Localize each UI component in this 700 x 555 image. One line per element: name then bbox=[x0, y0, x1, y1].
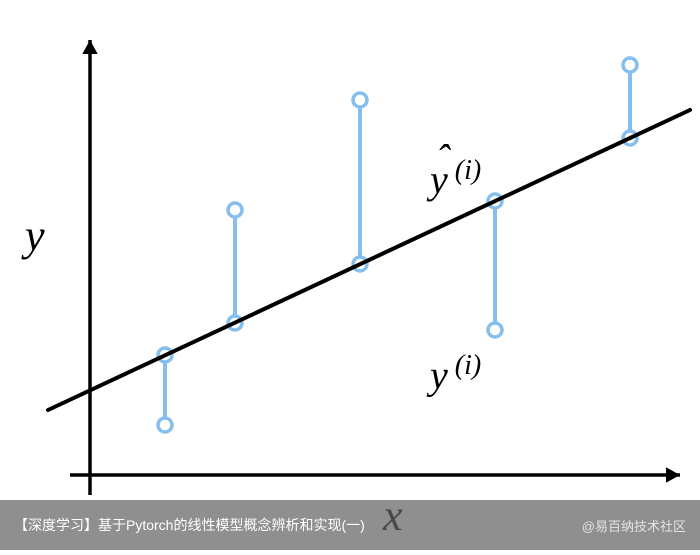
observed-marker bbox=[353, 93, 367, 107]
regression-chart: x y ˆy (i) y (i) bbox=[0, 0, 700, 550]
caption-bar: 【深度学习】基于Pytorch的线性模型概念辨析和实现(一) @易百纳技术社区 bbox=[0, 500, 700, 550]
data-point bbox=[158, 348, 172, 432]
observed-marker bbox=[623, 58, 637, 72]
predicted-y-label: ˆy (i) bbox=[430, 155, 481, 203]
data-point bbox=[353, 93, 367, 271]
observed-marker bbox=[158, 418, 172, 432]
data-point bbox=[488, 194, 502, 337]
data-point bbox=[228, 203, 242, 330]
y-axis-label: y bbox=[25, 210, 45, 261]
y-axis-arrow bbox=[82, 40, 97, 54]
observed-marker bbox=[228, 203, 242, 217]
x-axis-arrow bbox=[666, 467, 680, 482]
caption-text: 【深度学习】基于Pytorch的线性模型概念辨析和实现(一) bbox=[14, 515, 365, 535]
chart-svg bbox=[0, 0, 700, 550]
observed-y-label: y (i) bbox=[430, 350, 481, 398]
caption-source: @易百纳技术社区 bbox=[582, 516, 686, 535]
data-point bbox=[623, 58, 637, 145]
regression-line bbox=[48, 110, 690, 410]
observed-marker bbox=[488, 323, 502, 337]
